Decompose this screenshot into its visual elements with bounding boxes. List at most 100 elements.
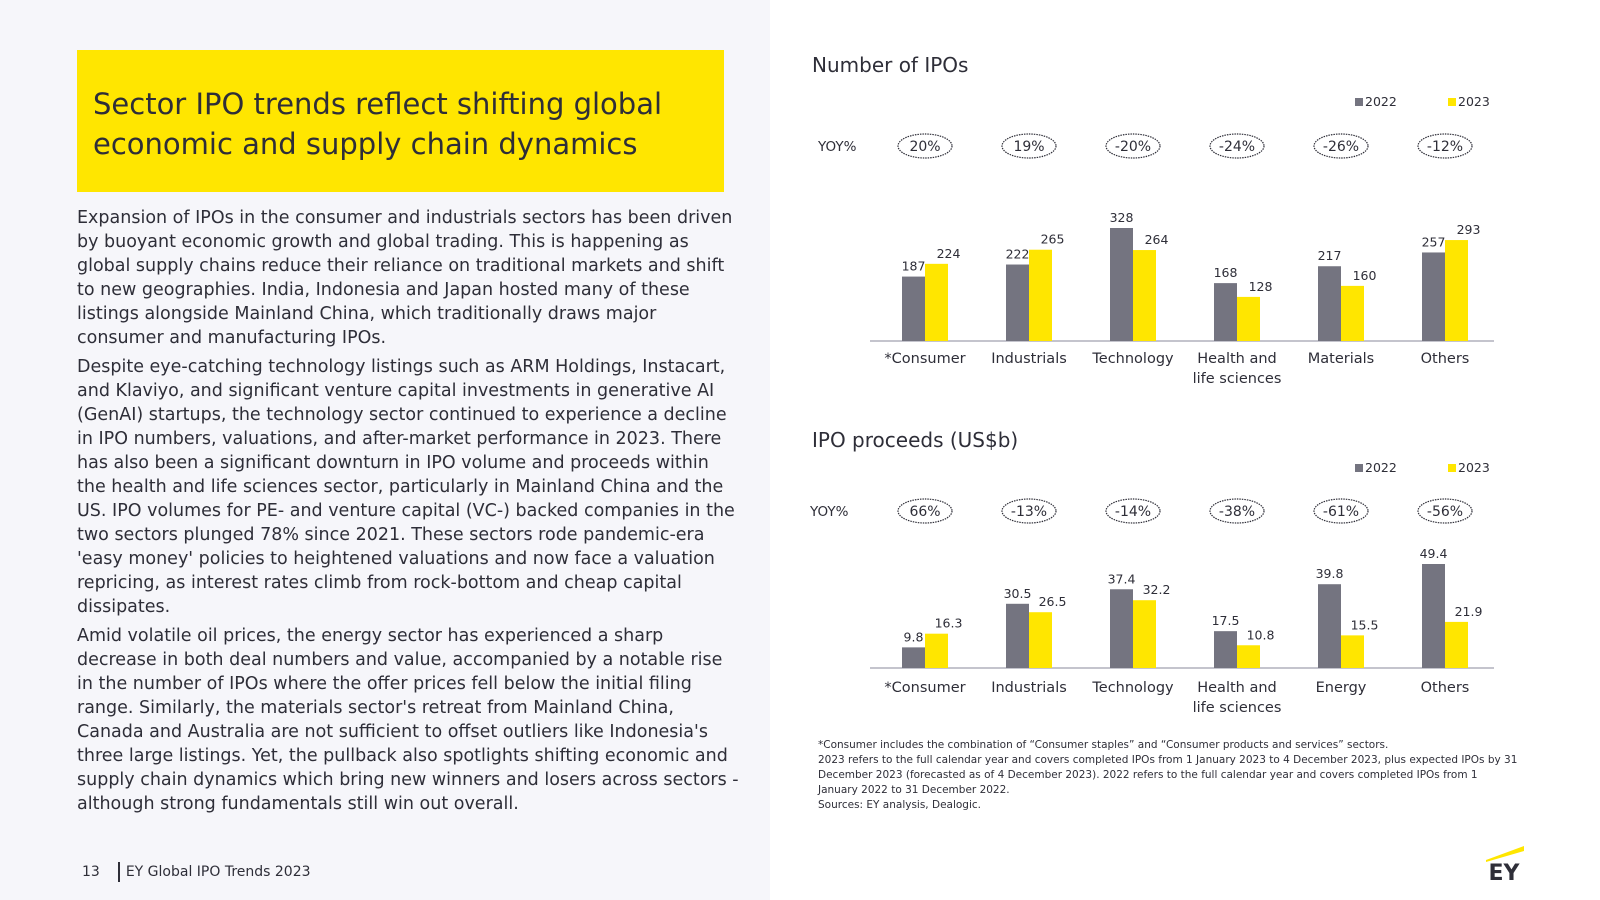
yoy-badge-outline xyxy=(1001,498,1057,524)
category-label: Others xyxy=(1421,351,1470,367)
data-label-2023: 26.5 xyxy=(1039,594,1067,609)
bar-2023 xyxy=(1445,240,1468,341)
left-panel: Sector IPO trends reflect shifting globa… xyxy=(0,0,770,900)
yoy-badge-outline xyxy=(1209,133,1265,159)
yoy-badge-outline xyxy=(1313,498,1369,524)
data-label-2023: 128 xyxy=(1249,279,1273,294)
yoy-badge-value: 19% xyxy=(1013,139,1044,155)
yoy-badge-outline xyxy=(1001,133,1057,159)
data-label-2023: 32.2 xyxy=(1143,582,1171,597)
data-label-2022: 30.5 xyxy=(1004,586,1032,601)
bar-2023 xyxy=(1133,600,1156,668)
legend-label-2022: 2022 xyxy=(1365,460,1397,475)
bar-2022 xyxy=(902,647,925,668)
category-label-line: Technology xyxy=(1091,680,1174,696)
category-label: Industrials xyxy=(991,351,1067,367)
footer: 13 EY Global IPO Trends 2023 xyxy=(82,862,311,882)
data-label-2022: 37.4 xyxy=(1108,571,1136,586)
bar-2022 xyxy=(1422,564,1445,668)
category-label-line: Technology xyxy=(1091,351,1174,367)
footer-divider xyxy=(117,862,120,882)
bar-2022 xyxy=(1006,603,1029,668)
yoy-badge-value: -56% xyxy=(1427,504,1463,520)
category-label-line: Health and xyxy=(1197,680,1277,696)
data-label-2023: 10.8 xyxy=(1247,627,1275,642)
data-label-2023: 16.3 xyxy=(935,616,963,631)
category-label-line: Others xyxy=(1421,351,1470,367)
category-label: Technology xyxy=(1091,680,1174,696)
bar-2022 xyxy=(1214,631,1237,668)
bar-2022 xyxy=(1006,264,1029,341)
bar-2023 xyxy=(925,633,948,668)
yoy-badge-outline xyxy=(897,133,953,159)
bar-2022 xyxy=(1214,283,1237,341)
yoy-label: YOY% xyxy=(809,504,849,520)
yoy-badge-value: -24% xyxy=(1219,139,1255,155)
bar-2023 xyxy=(1341,285,1364,341)
yoy-badge-value: 66% xyxy=(909,504,940,520)
category-label: Industrials xyxy=(991,680,1067,696)
note-consumer-definition: *Consumer includes the combination of “C… xyxy=(818,739,1389,751)
bar-2023 xyxy=(1445,621,1468,668)
data-label-2022: 328 xyxy=(1110,210,1134,225)
category-label-line: life sciences xyxy=(1193,700,1282,716)
data-label-2023: 160 xyxy=(1353,268,1377,283)
chart-title-ipo-count: Number of IPOs xyxy=(812,53,969,77)
data-label-2023: 224 xyxy=(937,246,961,261)
category-label: Materials xyxy=(1308,351,1374,367)
yoy-badge-value: -12% xyxy=(1427,139,1463,155)
category-label-line: Materials xyxy=(1308,351,1374,367)
note-sources: Sources: EY analysis, Dealogic. xyxy=(818,799,981,811)
title-box: Sector IPO trends reflect shifting globa… xyxy=(77,50,724,192)
data-label-2023: 264 xyxy=(1145,232,1169,247)
category-label-line: *Consumer xyxy=(884,351,965,367)
yoy-badge-value: -13% xyxy=(1011,504,1047,520)
data-label-2022: 17.5 xyxy=(1212,613,1240,628)
bar-2023 xyxy=(1133,250,1156,341)
bar-2022 xyxy=(1318,266,1341,341)
yoy-badge-outline xyxy=(897,498,953,524)
body-text: Expansion of IPOs in the consumer and in… xyxy=(77,206,742,821)
category-label: *Consumer xyxy=(884,680,965,696)
bar-2022 xyxy=(1110,589,1133,668)
legend-swatch-2022 xyxy=(1355,98,1363,106)
bar-2023 xyxy=(1029,612,1052,668)
data-label-2023: 21.9 xyxy=(1455,604,1483,619)
data-label-2022: 187 xyxy=(902,259,926,274)
legend-swatch-2023 xyxy=(1448,464,1456,472)
chart-title-ipo-proceeds: IPO proceeds (US$b) xyxy=(812,428,1019,452)
publication-name: EY Global IPO Trends 2023 xyxy=(125,864,311,880)
data-label-2022: 217 xyxy=(1318,248,1342,263)
body-paragraph: Despite eye-catching technology listings… xyxy=(77,357,735,617)
bar-2022 xyxy=(1318,584,1341,668)
body-paragraph: Expansion of IPOs in the consumer and in… xyxy=(77,208,733,348)
note-period-definition: 2023 refers to the full calendar year an… xyxy=(818,754,1518,796)
yoy-badge-value: 20% xyxy=(909,139,940,155)
bar-2023 xyxy=(1341,635,1364,668)
category-label-line: Industrials xyxy=(991,680,1067,696)
data-label-2022: 9.8 xyxy=(904,629,924,644)
data-label-2022: 49.4 xyxy=(1420,546,1448,561)
data-label-2023: 15.5 xyxy=(1351,617,1379,632)
data-label-2022: 222 xyxy=(1006,247,1030,262)
category-label: Energy xyxy=(1316,680,1367,696)
legend-swatch-2023 xyxy=(1448,98,1456,106)
yoy-badge-value: -20% xyxy=(1115,139,1151,155)
data-label-2023: 265 xyxy=(1041,232,1065,247)
ey-logo-text: EY xyxy=(1489,861,1521,882)
legend-label-2023: 2023 xyxy=(1458,94,1490,109)
legend-swatch-2022 xyxy=(1355,464,1363,472)
bar-2023 xyxy=(1029,249,1052,341)
bar-2023 xyxy=(1237,645,1260,668)
legend-label-2023: 2023 xyxy=(1458,460,1490,475)
category-label-line: life sciences xyxy=(1193,371,1282,387)
data-label-2022: 257 xyxy=(1422,234,1446,249)
bar-2022 xyxy=(1422,252,1445,341)
category-label: Others xyxy=(1421,680,1470,696)
yoy-badge-value: -38% xyxy=(1219,504,1255,520)
category-label-line: Energy xyxy=(1316,680,1367,696)
data-label-2022: 39.8 xyxy=(1316,566,1344,581)
yoy-badge-value: -14% xyxy=(1115,504,1151,520)
